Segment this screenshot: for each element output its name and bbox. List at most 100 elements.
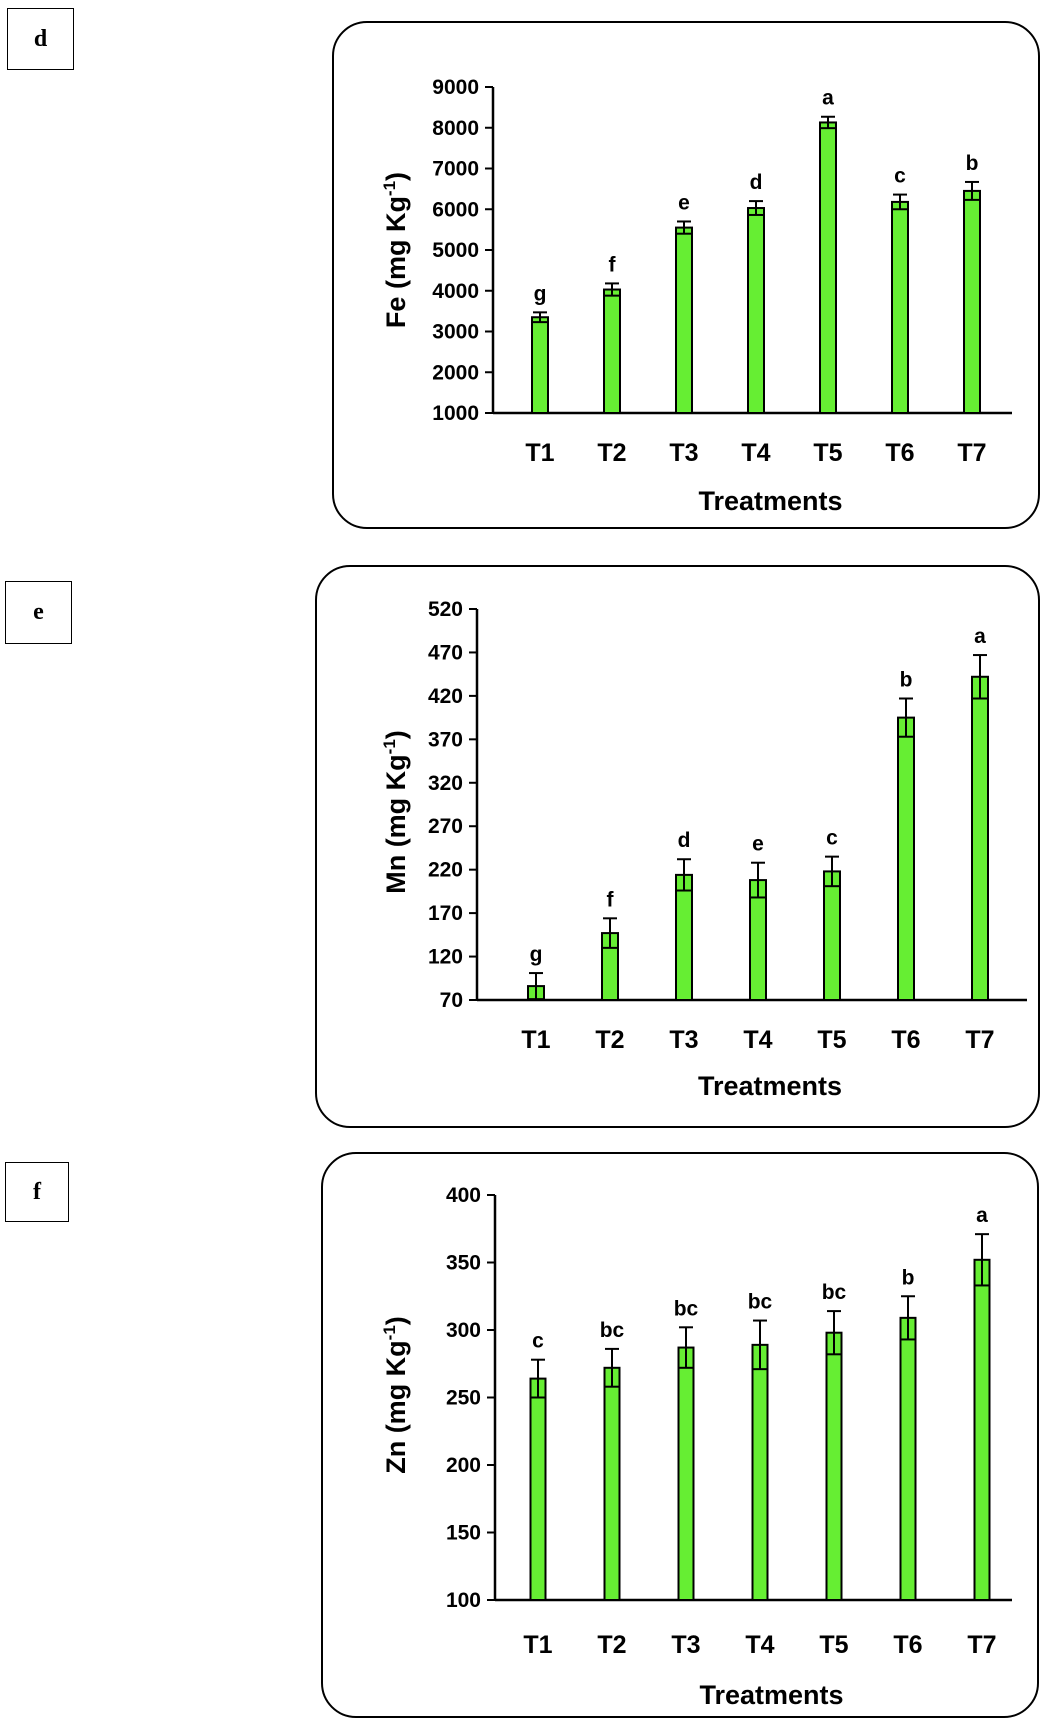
x-category-label: T1 xyxy=(523,1631,552,1659)
x-category-label: T2 xyxy=(597,439,626,467)
significance-letter: f xyxy=(609,253,617,276)
bar-T5 xyxy=(819,121,837,414)
y-tick-label: 5000 xyxy=(432,239,479,262)
significance-letter: b xyxy=(966,152,979,175)
x-category-label: T4 xyxy=(745,1631,774,1659)
bar-T7 xyxy=(971,675,989,1001)
y-tick-label: 520 xyxy=(428,598,463,621)
y-tick-label: 70 xyxy=(440,989,463,1012)
y-tick-label: 120 xyxy=(428,946,463,969)
chart-1: 1000 2000 3000 4000 5000 6000 7000 8000 9000 g T1 f… xyxy=(332,21,1040,529)
x-category-label: T1 xyxy=(521,1026,550,1054)
y-tick-label: 470 xyxy=(428,641,463,664)
significance-letter: c xyxy=(894,165,906,188)
x-category-label: T5 xyxy=(819,1631,848,1659)
significance-letter: a xyxy=(822,87,834,110)
significance-letter: b xyxy=(902,1266,915,1289)
bar-T6 xyxy=(897,716,915,1001)
x-category-label: T7 xyxy=(965,1026,994,1054)
x-category-label: T3 xyxy=(669,1026,698,1054)
panel-label-e: e xyxy=(5,581,72,644)
x-axis-title: Treatments xyxy=(698,1071,842,1101)
bar-T3 xyxy=(675,226,693,414)
bar-T2 xyxy=(603,1366,621,1602)
significance-letter: g xyxy=(530,943,543,966)
significance-letter: f xyxy=(607,888,615,911)
bar-T7 xyxy=(973,1258,991,1602)
x-category-label: T3 xyxy=(669,439,698,467)
significance-letter: a xyxy=(974,625,986,648)
y-tick-label: 350 xyxy=(446,1252,481,1275)
y-tick-label: 200 xyxy=(446,1454,481,1477)
bar-T2 xyxy=(603,288,621,414)
y-tick-label: 4000 xyxy=(432,280,479,303)
bar-T5 xyxy=(823,870,841,1001)
bar-T6 xyxy=(891,200,909,414)
y-tick-label: 400 xyxy=(446,1184,481,1207)
x-axis-title: Treatments xyxy=(699,1680,843,1710)
y-tick-label: 370 xyxy=(428,728,463,751)
x-category-label: T6 xyxy=(891,1026,920,1054)
x-category-label: T3 xyxy=(671,1631,700,1659)
y-axis-title: Mn (mg Kg-1) xyxy=(380,730,411,894)
significance-letter: a xyxy=(976,1204,988,1227)
significance-letter: bc xyxy=(822,1281,847,1304)
panel-label-d: d xyxy=(7,8,74,70)
bar-T1 xyxy=(529,1377,547,1601)
x-category-label: T7 xyxy=(957,439,986,467)
x-category-label: T7 xyxy=(967,1631,996,1659)
significance-letter: c xyxy=(532,1330,544,1353)
bar-T4 xyxy=(747,207,765,414)
significance-letter: g xyxy=(534,282,547,305)
y-tick-label: 320 xyxy=(428,772,463,795)
bar-T6 xyxy=(899,1316,917,1601)
y-tick-label: 3000 xyxy=(432,321,479,344)
y-tick-label: 300 xyxy=(446,1319,481,1342)
y-tick-label: 170 xyxy=(428,902,463,925)
significance-letter: b xyxy=(900,668,913,691)
significance-letter: bc xyxy=(674,1297,699,1320)
chart-frame xyxy=(321,1152,1039,1718)
y-tick-label: 6000 xyxy=(432,198,479,221)
x-category-label: T2 xyxy=(595,1026,624,1054)
significance-letter: d xyxy=(750,171,763,194)
significance-letter: e xyxy=(752,833,764,856)
x-category-label: T4 xyxy=(743,1026,772,1054)
x-category-label: T5 xyxy=(813,439,842,467)
bar-T7 xyxy=(963,189,981,414)
y-tick-label: 420 xyxy=(428,685,463,708)
y-axis-title: Fe (mg Kg-1) xyxy=(380,172,411,328)
chart-frame xyxy=(315,565,1040,1128)
y-tick-label: 270 xyxy=(428,815,463,838)
y-tick-label: 2000 xyxy=(432,361,479,384)
y-tick-label: 7000 xyxy=(432,158,479,181)
bar-T3 xyxy=(677,1346,695,1602)
y-axis-title: Zn (mg Kg-1) xyxy=(380,1316,411,1474)
x-category-label: T6 xyxy=(885,439,914,467)
significance-letter: e xyxy=(678,191,690,214)
significance-letter: c xyxy=(826,827,838,850)
panel-label-f: f xyxy=(5,1162,69,1222)
y-tick-label: 100 xyxy=(446,1589,481,1612)
y-tick-label: 8000 xyxy=(432,117,479,140)
y-tick-label: 1000 xyxy=(432,402,479,425)
x-axis-title: Treatments xyxy=(698,486,842,516)
y-tick-label: 9000 xyxy=(432,76,479,99)
x-category-label: T2 xyxy=(597,1631,626,1659)
chart-frame xyxy=(332,21,1040,529)
y-tick-label: 150 xyxy=(446,1522,481,1545)
x-category-label: T1 xyxy=(525,439,554,467)
chart-3: 100 150 200 250 300 350 400 c T1 bc T2 bc T3 bc T4 bc T5… xyxy=(321,1152,1039,1718)
significance-letter: d xyxy=(678,829,691,852)
bar-T1 xyxy=(531,316,549,414)
bar-T4 xyxy=(751,1343,769,1601)
x-category-label: T4 xyxy=(741,439,770,467)
significance-letter: bc xyxy=(600,1319,625,1342)
bar-T3 xyxy=(675,873,693,1002)
y-tick-label: 220 xyxy=(428,859,463,882)
significance-letter: bc xyxy=(748,1291,773,1314)
x-category-label: T5 xyxy=(817,1026,846,1054)
bar-T5 xyxy=(825,1331,843,1601)
y-tick-label: 250 xyxy=(446,1387,481,1410)
